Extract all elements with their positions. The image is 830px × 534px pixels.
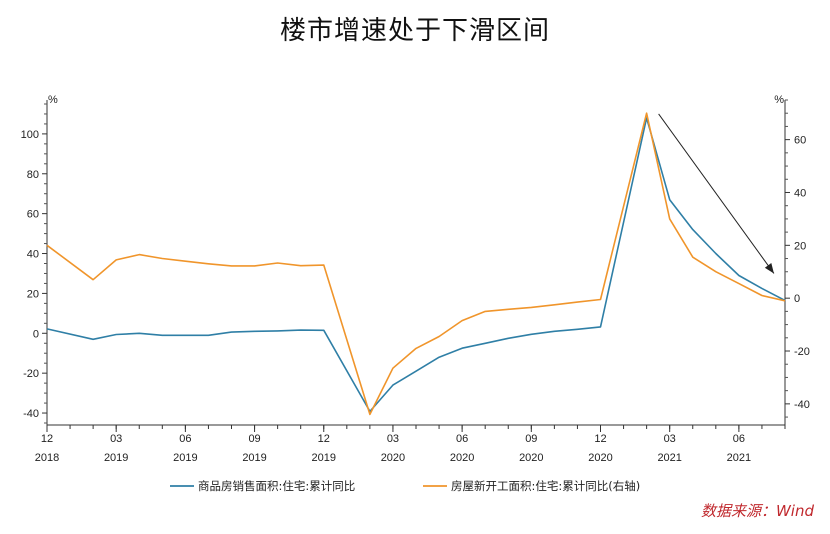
x-tick-label-year: 2019 [173, 452, 197, 464]
right-y-tick-label: 40 [794, 187, 806, 199]
x-tick-label-month: 06 [179, 433, 191, 445]
left-y-tick-label: 40 [27, 249, 39, 261]
x-tick-label-year: 2018 [35, 452, 59, 464]
right-y-tick-label: 60 [794, 135, 806, 147]
x-tick-label-month: 12 [41, 433, 53, 445]
right-y-tick-label: 0 [794, 293, 800, 305]
chart-title: 楼市增速处于下滑区间 [279, 16, 550, 46]
left-y-tick-label: -40 [23, 408, 39, 420]
trend-arrow-line [658, 113, 775, 274]
x-tick-label-month: 09 [525, 433, 537, 445]
x-tick-label-year: 2021 [727, 452, 751, 464]
right-y-unit: % [774, 94, 784, 106]
x-tick-label-year: 2021 [657, 452, 681, 464]
x-tick-label-year: 2020 [450, 452, 474, 464]
trend-arrow-head [764, 263, 774, 274]
series-line-new-starts [46, 112, 786, 416]
x-tick-label-year: 2019 [312, 452, 336, 464]
x-tick-label-year: 2020 [588, 452, 612, 464]
right-y-tick-label: -40 [794, 399, 810, 411]
x-tick-label-month: 09 [248, 433, 260, 445]
x-tick-label-month: 03 [664, 433, 676, 445]
x-tick-label-month: 06 [733, 433, 745, 445]
x-tick-label-month: 03 [110, 433, 122, 445]
left-y-tick-label: 80 [27, 169, 39, 181]
x-tick-label-year: 2020 [519, 452, 543, 464]
right-y-tick-label: 20 [794, 240, 806, 252]
left-y-unit: % [48, 94, 58, 106]
x-tick-label-year: 2020 [381, 452, 405, 464]
x-tick-label-month: 12 [594, 433, 606, 445]
data-source: 数据来源：Wind [700, 502, 814, 520]
x-tick-label-month: 12 [318, 433, 330, 445]
series-line-sales-area [46, 117, 786, 413]
x-tick-label-year: 2019 [104, 452, 128, 464]
left-y-tick-label: 60 [27, 209, 39, 221]
right-y-tick-label: -20 [794, 346, 810, 358]
left-y-tick-label: 20 [27, 288, 39, 300]
legend-item-new-starts-label: 房屋新开工面积:住宅:累计同比(右轴) [451, 479, 640, 493]
x-tick-label-month: 06 [456, 433, 468, 445]
left-y-tick-label: 100 [21, 129, 39, 141]
left-y-tick-label: -20 [23, 368, 39, 380]
left-y-tick-label: 0 [33, 328, 39, 340]
legend-item-sales-area-label: 商品房销售面积:住宅:累计同比 [198, 479, 355, 493]
x-tick-label-month: 03 [387, 433, 399, 445]
x-tick-label-year: 2019 [242, 452, 266, 464]
